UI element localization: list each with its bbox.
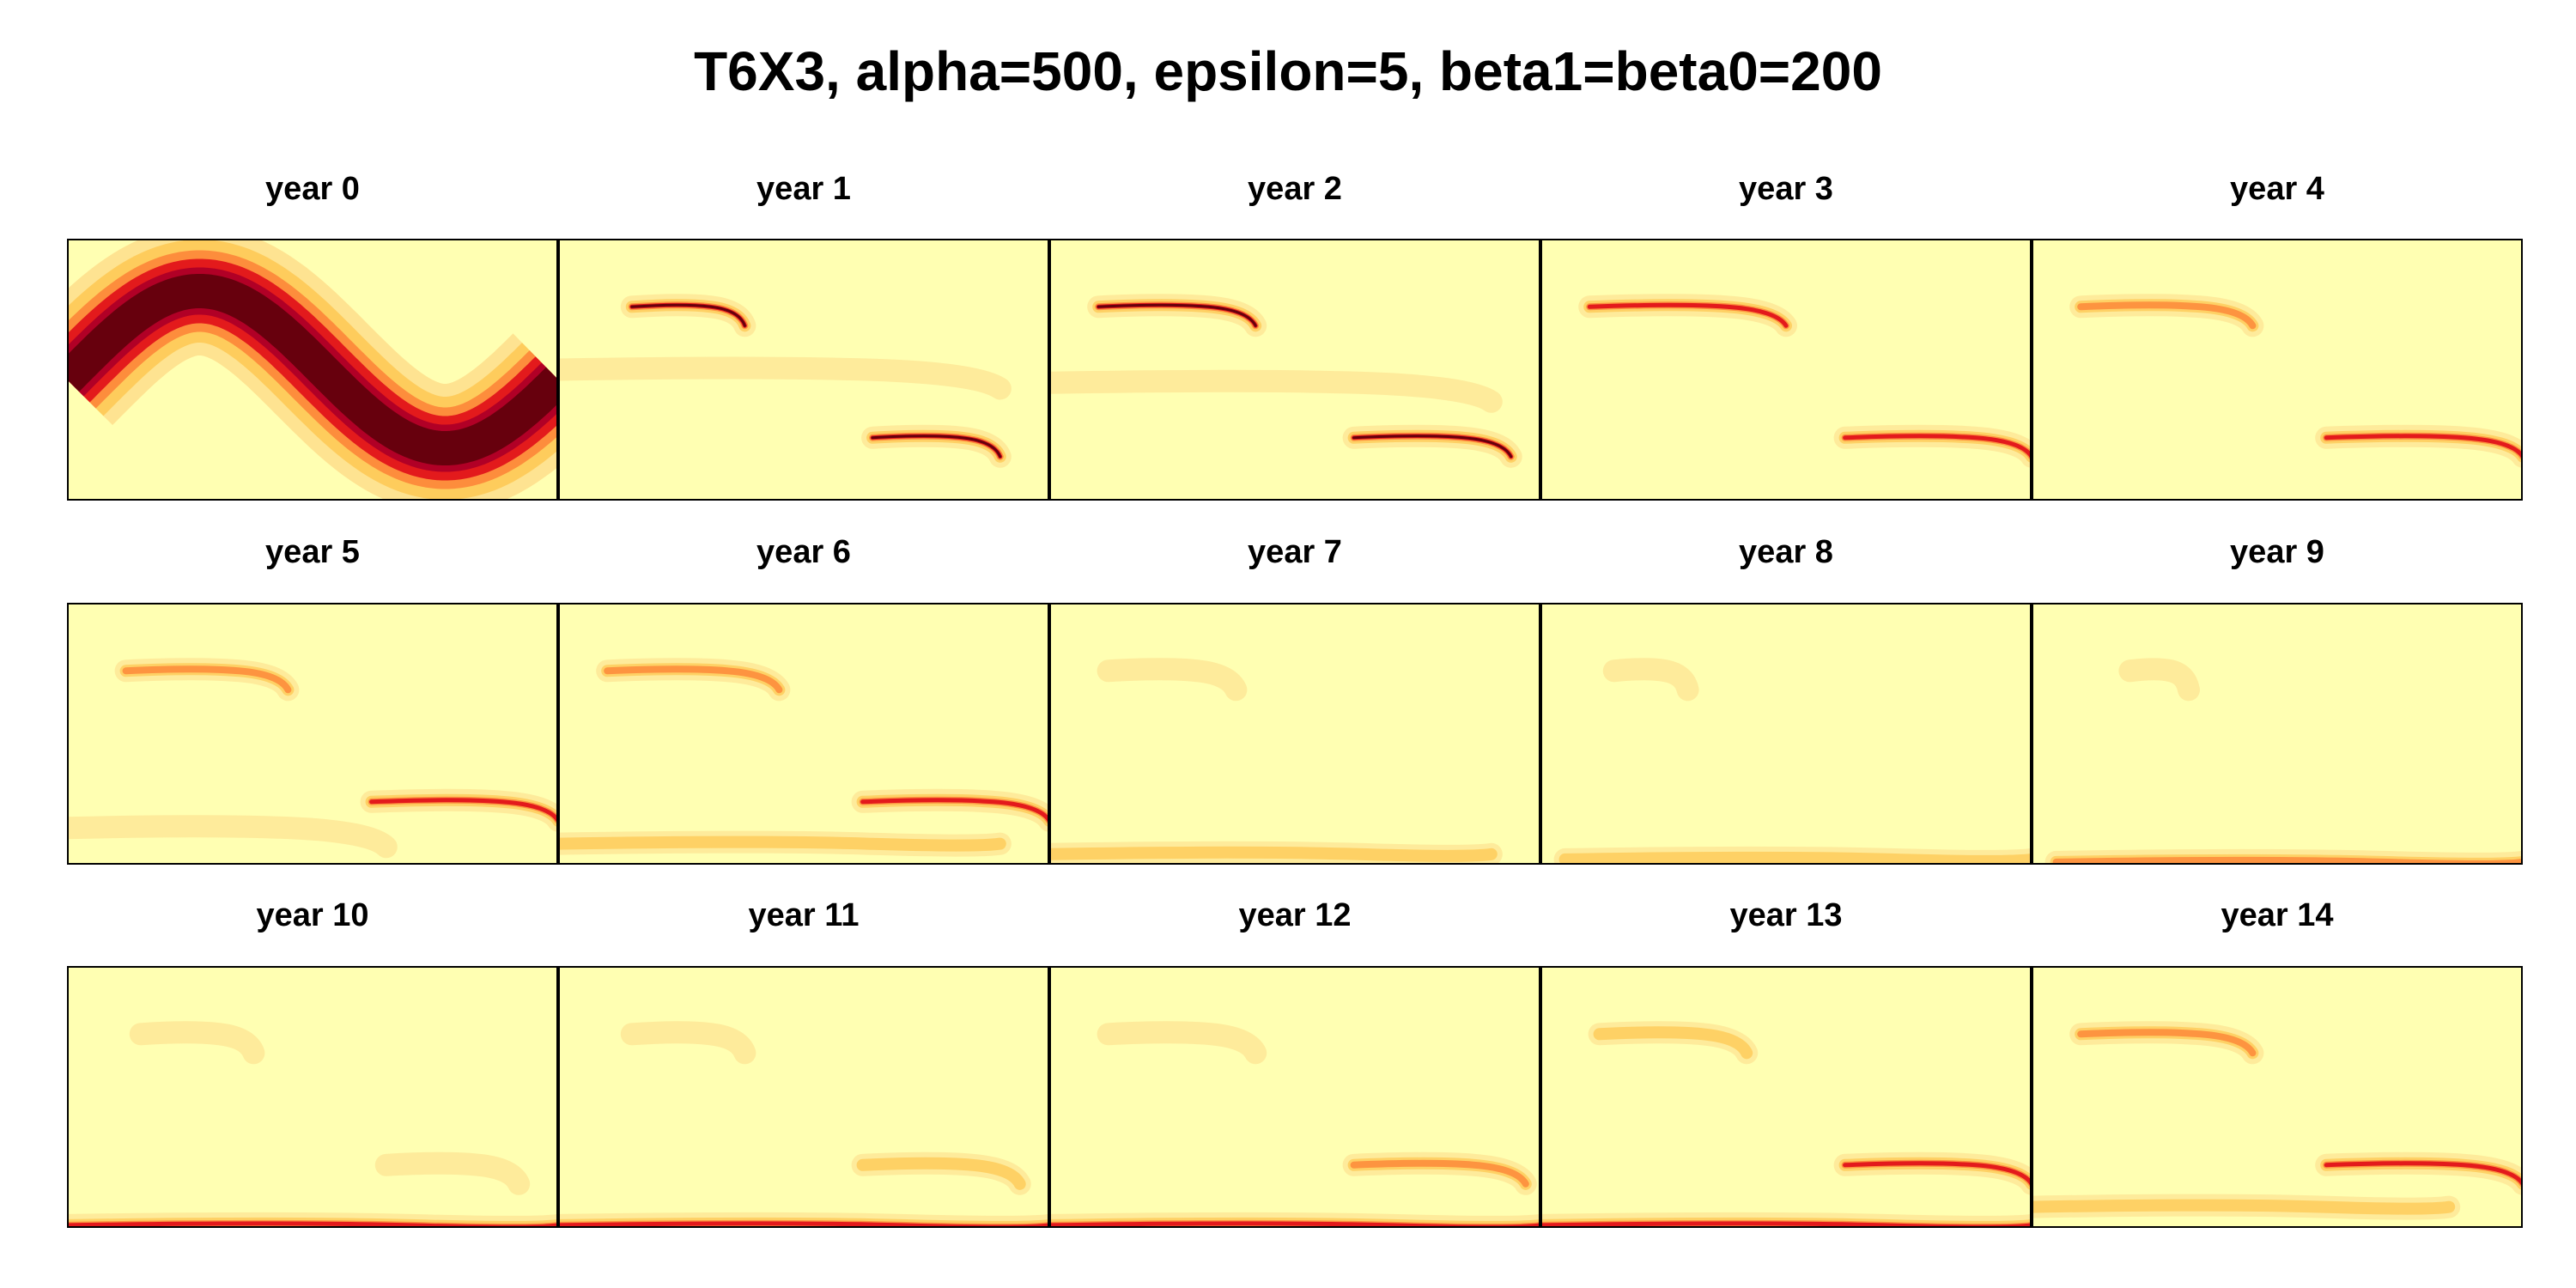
density-band-5-0 [114, 658, 300, 702]
density-band-3-1 [1833, 424, 2032, 468]
density-band-6-1 [851, 788, 1049, 832]
density-band-10-0 [129, 1021, 265, 1065]
heatmap-panel-year-11 [558, 966, 1049, 1228]
density-band-14-0 [2069, 1021, 2264, 1065]
heatmap-svg-year-14 [2032, 966, 2523, 1228]
density-band-4-0 [2069, 294, 2264, 337]
heatmap-panel-year-2 [1049, 239, 1540, 501]
heatmap-panel-year-3 [1540, 239, 2032, 501]
density-band-6-2 [558, 830, 1012, 857]
heatmap-svg-year-4 [2032, 239, 2523, 501]
heatmap-svg-year-9 [2032, 603, 2523, 865]
density-band-13-2 [1540, 1212, 2032, 1228]
density-band-13-0 [1588, 1021, 1759, 1065]
density-band-12-1 [1342, 1151, 1537, 1195]
density-band-2-0 [1087, 294, 1267, 337]
panel-title-year-11: year 11 [748, 897, 860, 933]
density-band-7-0 [1097, 658, 1248, 702]
heatmap-panel-year-14 [2032, 966, 2523, 1228]
density-band-9-1 [2044, 848, 2523, 865]
density-band-4-1 [2315, 424, 2523, 468]
density-band-13-1 [1833, 1151, 2032, 1195]
panel-title-year-10: year 10 [256, 897, 369, 933]
heatmap-panel-year-8 [1540, 603, 2032, 865]
density-band-1-1 [861, 424, 1012, 468]
panel-title-year-2: year 2 [1248, 171, 1342, 207]
chart-title: T6X3, alpha=500, epsilon=5, beta1=beta0=… [694, 40, 1882, 102]
panel-title-year-12: year 12 [1238, 897, 1352, 933]
panel-title-year-9: year 9 [2230, 534, 2324, 570]
density-band-8-0 [1602, 658, 1699, 702]
density-band-10-1 [374, 1151, 531, 1195]
heatmap-svg-year-7 [1049, 603, 1540, 865]
heatmap-panel-year-1 [558, 239, 1049, 501]
heatmap-panel-year-0 [67, 239, 558, 501]
density-band-2-1 [1342, 424, 1522, 468]
density-band-8-1 [1553, 846, 2032, 865]
density-band-3-0 [1578, 294, 1797, 337]
density-band-7-1 [1049, 841, 1503, 865]
heatmap-panel-year-7 [1049, 603, 1540, 865]
heatmap-panel-year-13 [1540, 966, 2032, 1228]
panel-title-year-8: year 8 [1739, 534, 1833, 570]
density-band-9-0 [2118, 658, 2200, 702]
density-band-11-0 [620, 1021, 756, 1065]
panel-title-year-0: year 0 [265, 171, 360, 207]
heatmap-svg-year-0 [67, 239, 558, 501]
heatmap-svg-year-2 [1049, 239, 1540, 501]
density-band-12-0 [1097, 1021, 1267, 1065]
heatmap-panel-year-4 [2032, 239, 2523, 501]
heatmap-panel-year-9 [2032, 603, 2523, 865]
density-band-12-2 [1049, 1212, 1540, 1228]
density-band-11-2 [558, 1212, 1049, 1228]
heatmap-svg-year-13 [1540, 966, 2032, 1228]
panel-title-year-3: year 3 [1739, 171, 1833, 207]
density-band-14-2 [2032, 1194, 2461, 1220]
panel-title-year-14: year 14 [2221, 897, 2334, 933]
density-band-0-0 [67, 239, 558, 501]
heatmap-svg-year-5 [67, 603, 558, 865]
density-band-2-2 [1049, 369, 1503, 413]
panel-title-year-5: year 5 [265, 534, 360, 570]
heatmap-svg-year-6 [558, 603, 1049, 865]
heatmap-svg-year-1 [558, 239, 1049, 501]
density-band-5-1 [360, 788, 558, 832]
heatmap-svg-year-11 [558, 966, 1049, 1228]
heatmap-panel-year-12 [1049, 966, 1540, 1228]
panel-title-year-6: year 6 [756, 534, 851, 570]
density-band-1-2 [558, 356, 1012, 400]
density-band-11-1 [851, 1151, 1031, 1195]
heatmap-svg-year-10 [67, 966, 558, 1228]
panel-title-year-13: year 13 [1729, 897, 1843, 933]
panel-title-year-1: year 1 [756, 171, 851, 207]
heatmap-panel-year-6 [558, 603, 1049, 865]
density-band-1-0 [620, 294, 756, 337]
density-band-5-2 [67, 815, 398, 859]
density-band-14-1 [2315, 1151, 2523, 1195]
density-band-10-2 [67, 1212, 558, 1228]
heatmap-panel-year-10 [67, 966, 558, 1228]
heatmap-svg-year-8 [1540, 603, 2032, 865]
panel-title-year-7: year 7 [1248, 534, 1342, 570]
panel-title-year-4: year 4 [2230, 171, 2324, 207]
density-band-6-0 [596, 658, 791, 702]
heatmap-panel-year-5 [67, 603, 558, 865]
heatmap-svg-year-3 [1540, 239, 2032, 501]
heatmap-svg-year-12 [1049, 966, 1540, 1228]
